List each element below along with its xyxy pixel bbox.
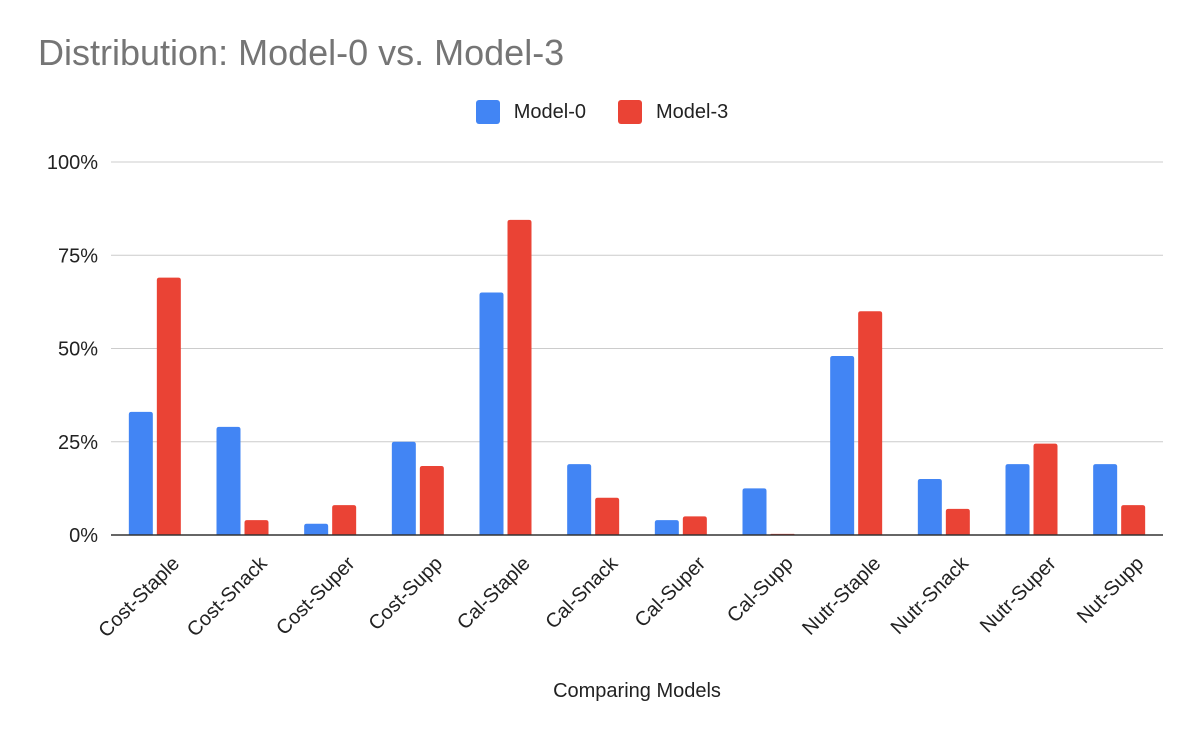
x-tick-label: Nut-Supp <box>1073 553 1148 628</box>
bar-model-0-cost-super <box>304 523 329 535</box>
bar-model-3-cal-staple <box>507 219 532 535</box>
chart-title: Distribution: Model-0 vs. Model-3 <box>38 32 565 73</box>
legend-swatch-model-3 <box>618 100 642 124</box>
bar-model-3-cost-staple <box>156 277 181 535</box>
bar-model-0-nutr-super <box>1005 464 1030 535</box>
x-tick-label: Cost-Staple <box>95 553 184 642</box>
bar-model-3-nutr-snack <box>945 508 970 535</box>
legend-swatch-model-0 <box>475 100 500 124</box>
bar-model-3-nutr-staple <box>858 311 883 535</box>
bar-model-0-nutr-snack <box>917 479 942 535</box>
bar-model-0-cost-staple <box>128 411 153 535</box>
y-tick-label: 0% <box>69 525 98 547</box>
x-tick-label: Cost-Super <box>272 552 359 639</box>
x-tick-label: Cost-Snack <box>183 552 272 641</box>
legend-label-model-3: Model-3 <box>656 100 729 123</box>
x-tick-label: Cal-Super <box>631 552 710 631</box>
bar-model-0-cal-super <box>654 520 679 535</box>
bar-model-0-cal-supp <box>742 488 767 535</box>
y-tick-label: 100% <box>47 152 98 174</box>
bar-model-0-cal-snack <box>567 464 592 535</box>
bar-model-3-nutr-super <box>1033 443 1058 535</box>
bar-model-0-nut-supp <box>1093 464 1118 535</box>
y-tick-label: 75% <box>58 245 98 267</box>
legend-item-model-3: Model-3 <box>618 100 728 124</box>
x-tick-label: Cal-Snack <box>542 552 623 633</box>
bar-model-0-cost-supp <box>391 441 416 535</box>
bar-model-0-cal-staple <box>479 292 504 535</box>
legend-item-model-0: Model-0 <box>475 100 586 124</box>
bar-model-3-cal-super <box>682 516 707 535</box>
y-tick-label: 25% <box>58 432 98 454</box>
x-tick-label: Cal-Staple <box>453 553 535 635</box>
bar-model-3-cost-snack <box>244 520 269 535</box>
bar-model-0-cost-snack <box>216 426 241 535</box>
x-axis-title: Comparing Models <box>553 680 721 702</box>
x-tick-label: Nutr-Staple <box>798 553 885 640</box>
y-tick-label: 50% <box>58 339 98 361</box>
bar-model-3-nut-supp <box>1121 505 1146 535</box>
x-tick-label: Cal-Supp <box>723 553 798 628</box>
x-tick-label: Cost-Supp <box>365 553 447 635</box>
legend-label-model-0: Model-0 <box>513 100 586 123</box>
bar-model-3-cal-snack <box>595 497 620 535</box>
x-tick-label: Nutr-Super <box>976 552 1061 637</box>
x-tick-label: Nutr-Snack <box>887 552 974 639</box>
legend: Model-0 Model-3 <box>0 100 1200 124</box>
bar-model-3-cost-super <box>332 505 357 535</box>
bar-model-3-cost-supp <box>419 465 444 535</box>
bar-model-0-nutr-staple <box>830 355 855 535</box>
